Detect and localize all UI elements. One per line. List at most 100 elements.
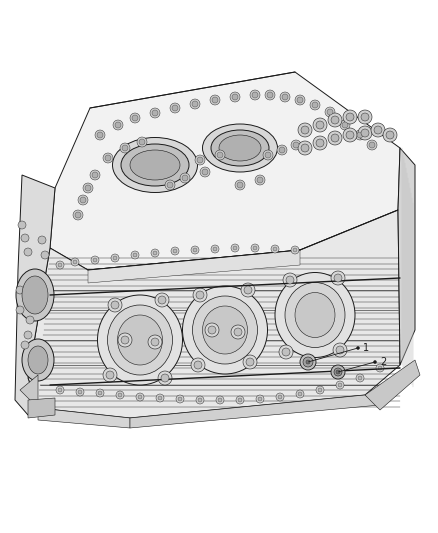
Circle shape	[361, 113, 369, 121]
Circle shape	[297, 97, 303, 103]
Ellipse shape	[211, 130, 269, 166]
Polygon shape	[28, 210, 400, 418]
Circle shape	[282, 348, 290, 356]
Circle shape	[293, 142, 299, 148]
Circle shape	[191, 358, 205, 372]
Polygon shape	[88, 250, 300, 283]
Circle shape	[96, 389, 104, 397]
Circle shape	[180, 173, 190, 183]
Polygon shape	[38, 408, 130, 428]
Circle shape	[357, 132, 363, 138]
Circle shape	[16, 306, 24, 314]
Circle shape	[298, 392, 302, 396]
Circle shape	[325, 107, 335, 117]
Circle shape	[336, 370, 340, 374]
Circle shape	[113, 256, 117, 260]
Circle shape	[120, 143, 130, 153]
Circle shape	[105, 155, 111, 161]
Text: 1: 1	[363, 343, 369, 353]
Circle shape	[108, 298, 122, 312]
Circle shape	[158, 296, 166, 304]
Circle shape	[252, 92, 258, 98]
Text: 2: 2	[380, 357, 386, 367]
Circle shape	[276, 393, 284, 401]
Circle shape	[313, 136, 327, 150]
Circle shape	[293, 248, 297, 252]
Circle shape	[198, 398, 202, 402]
Ellipse shape	[285, 282, 345, 348]
Circle shape	[338, 383, 342, 387]
Circle shape	[273, 247, 277, 251]
Circle shape	[150, 108, 160, 118]
Circle shape	[173, 249, 177, 253]
Circle shape	[171, 247, 179, 255]
Circle shape	[282, 94, 288, 100]
Circle shape	[244, 286, 252, 294]
Circle shape	[286, 276, 294, 284]
Circle shape	[230, 92, 240, 102]
Circle shape	[258, 397, 262, 401]
Polygon shape	[130, 395, 380, 428]
Circle shape	[193, 288, 207, 302]
Circle shape	[298, 123, 312, 137]
Circle shape	[215, 150, 225, 160]
Circle shape	[312, 102, 318, 108]
Circle shape	[301, 126, 309, 134]
Circle shape	[280, 92, 290, 102]
Circle shape	[211, 245, 219, 253]
Circle shape	[237, 182, 243, 188]
Circle shape	[256, 395, 264, 403]
Circle shape	[357, 346, 360, 350]
Ellipse shape	[130, 150, 180, 180]
Circle shape	[328, 113, 342, 127]
Circle shape	[263, 150, 273, 160]
Circle shape	[358, 376, 362, 380]
Circle shape	[279, 345, 293, 359]
Polygon shape	[15, 175, 55, 415]
Circle shape	[21, 234, 29, 242]
Circle shape	[78, 195, 88, 205]
Circle shape	[213, 247, 217, 251]
Circle shape	[195, 155, 205, 165]
Circle shape	[316, 139, 324, 147]
Circle shape	[85, 185, 91, 191]
Circle shape	[386, 131, 394, 139]
Circle shape	[136, 393, 144, 401]
Circle shape	[97, 132, 103, 138]
Circle shape	[111, 254, 119, 262]
Circle shape	[24, 331, 32, 339]
Circle shape	[271, 245, 279, 253]
Circle shape	[310, 100, 320, 110]
Ellipse shape	[275, 272, 355, 358]
Circle shape	[313, 118, 327, 132]
Circle shape	[190, 99, 200, 109]
Circle shape	[158, 371, 172, 385]
Circle shape	[246, 358, 254, 366]
Circle shape	[295, 95, 305, 105]
Circle shape	[92, 172, 98, 178]
Circle shape	[336, 381, 344, 389]
Circle shape	[361, 129, 369, 137]
Circle shape	[343, 110, 357, 124]
Circle shape	[265, 90, 275, 100]
Polygon shape	[365, 360, 420, 410]
Circle shape	[58, 263, 62, 267]
Circle shape	[331, 116, 339, 124]
Polygon shape	[398, 148, 415, 365]
Circle shape	[138, 395, 142, 399]
Circle shape	[73, 210, 83, 220]
Circle shape	[200, 167, 210, 177]
Circle shape	[176, 395, 184, 403]
Circle shape	[218, 398, 222, 402]
Circle shape	[80, 197, 86, 203]
Circle shape	[327, 109, 333, 115]
Polygon shape	[28, 398, 55, 418]
Circle shape	[95, 130, 105, 140]
Circle shape	[235, 180, 245, 190]
Circle shape	[303, 357, 313, 367]
Circle shape	[277, 145, 287, 155]
Circle shape	[152, 110, 158, 116]
Circle shape	[75, 212, 81, 218]
Circle shape	[191, 246, 199, 254]
Circle shape	[93, 258, 97, 262]
